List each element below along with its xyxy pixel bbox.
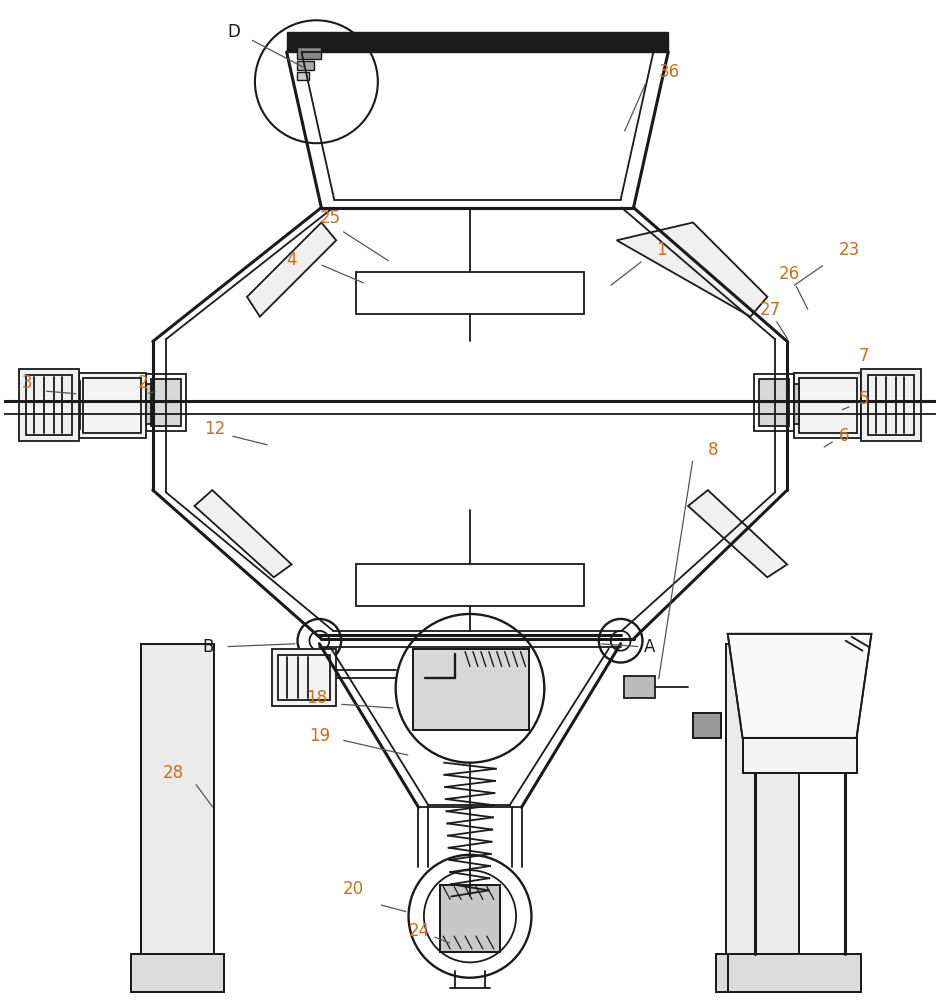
Text: 1: 1 — [656, 241, 667, 259]
Bar — [413, 649, 529, 730]
Text: A: A — [644, 638, 655, 656]
Bar — [794, 384, 799, 424]
Bar — [693, 713, 721, 738]
Text: 26: 26 — [779, 265, 800, 283]
Bar — [79, 373, 146, 438]
Text: 3: 3 — [22, 374, 33, 392]
Text: 24: 24 — [409, 922, 430, 940]
Bar — [146, 374, 185, 431]
Text: 8: 8 — [708, 441, 718, 459]
Text: D: D — [227, 23, 240, 41]
Bar — [272, 649, 337, 706]
Text: 6: 6 — [838, 427, 849, 445]
Bar — [69, 381, 81, 429]
Bar — [869, 375, 914, 435]
Text: 5: 5 — [858, 390, 869, 408]
Bar — [715, 954, 809, 992]
Bar — [726, 644, 799, 959]
Polygon shape — [195, 490, 291, 577]
Bar — [131, 954, 225, 992]
Polygon shape — [287, 32, 668, 52]
Bar — [799, 378, 856, 433]
Bar — [296, 72, 309, 80]
Bar — [141, 644, 214, 959]
Text: B: B — [202, 638, 213, 656]
Text: 2: 2 — [138, 374, 149, 392]
Polygon shape — [617, 222, 767, 317]
Polygon shape — [728, 634, 871, 738]
Text: 25: 25 — [320, 209, 340, 227]
Bar — [141, 644, 214, 959]
Bar — [861, 369, 921, 441]
Bar — [760, 379, 790, 426]
Bar — [413, 649, 529, 730]
Bar — [728, 954, 861, 992]
Text: 7: 7 — [858, 347, 869, 365]
Bar — [356, 564, 584, 606]
Text: 18: 18 — [306, 689, 327, 707]
Polygon shape — [688, 490, 787, 577]
Bar — [726, 644, 799, 959]
Bar — [19, 369, 79, 441]
Bar — [296, 61, 314, 70]
Bar — [356, 272, 584, 314]
Text: 20: 20 — [343, 880, 365, 898]
Bar — [440, 885, 500, 952]
Bar — [693, 713, 721, 738]
Bar — [150, 379, 180, 426]
Bar — [623, 676, 655, 698]
Text: 23: 23 — [838, 241, 860, 259]
Text: 36: 36 — [658, 63, 680, 81]
Bar — [794, 373, 861, 438]
Bar — [440, 885, 500, 952]
Bar — [146, 384, 150, 424]
Text: 4: 4 — [287, 251, 297, 269]
Bar — [861, 381, 873, 429]
Bar — [728, 954, 861, 992]
Text: 19: 19 — [309, 727, 331, 745]
Bar — [743, 738, 856, 773]
Bar — [131, 954, 225, 992]
Text: 27: 27 — [760, 301, 780, 319]
Polygon shape — [247, 222, 337, 317]
Bar — [26, 375, 71, 435]
Bar — [743, 738, 856, 773]
Text: 28: 28 — [163, 764, 184, 782]
Bar — [755, 374, 794, 431]
Bar — [277, 655, 330, 700]
Bar — [715, 954, 809, 992]
Bar — [296, 47, 321, 59]
Bar — [84, 378, 141, 433]
Text: 12: 12 — [204, 420, 226, 438]
